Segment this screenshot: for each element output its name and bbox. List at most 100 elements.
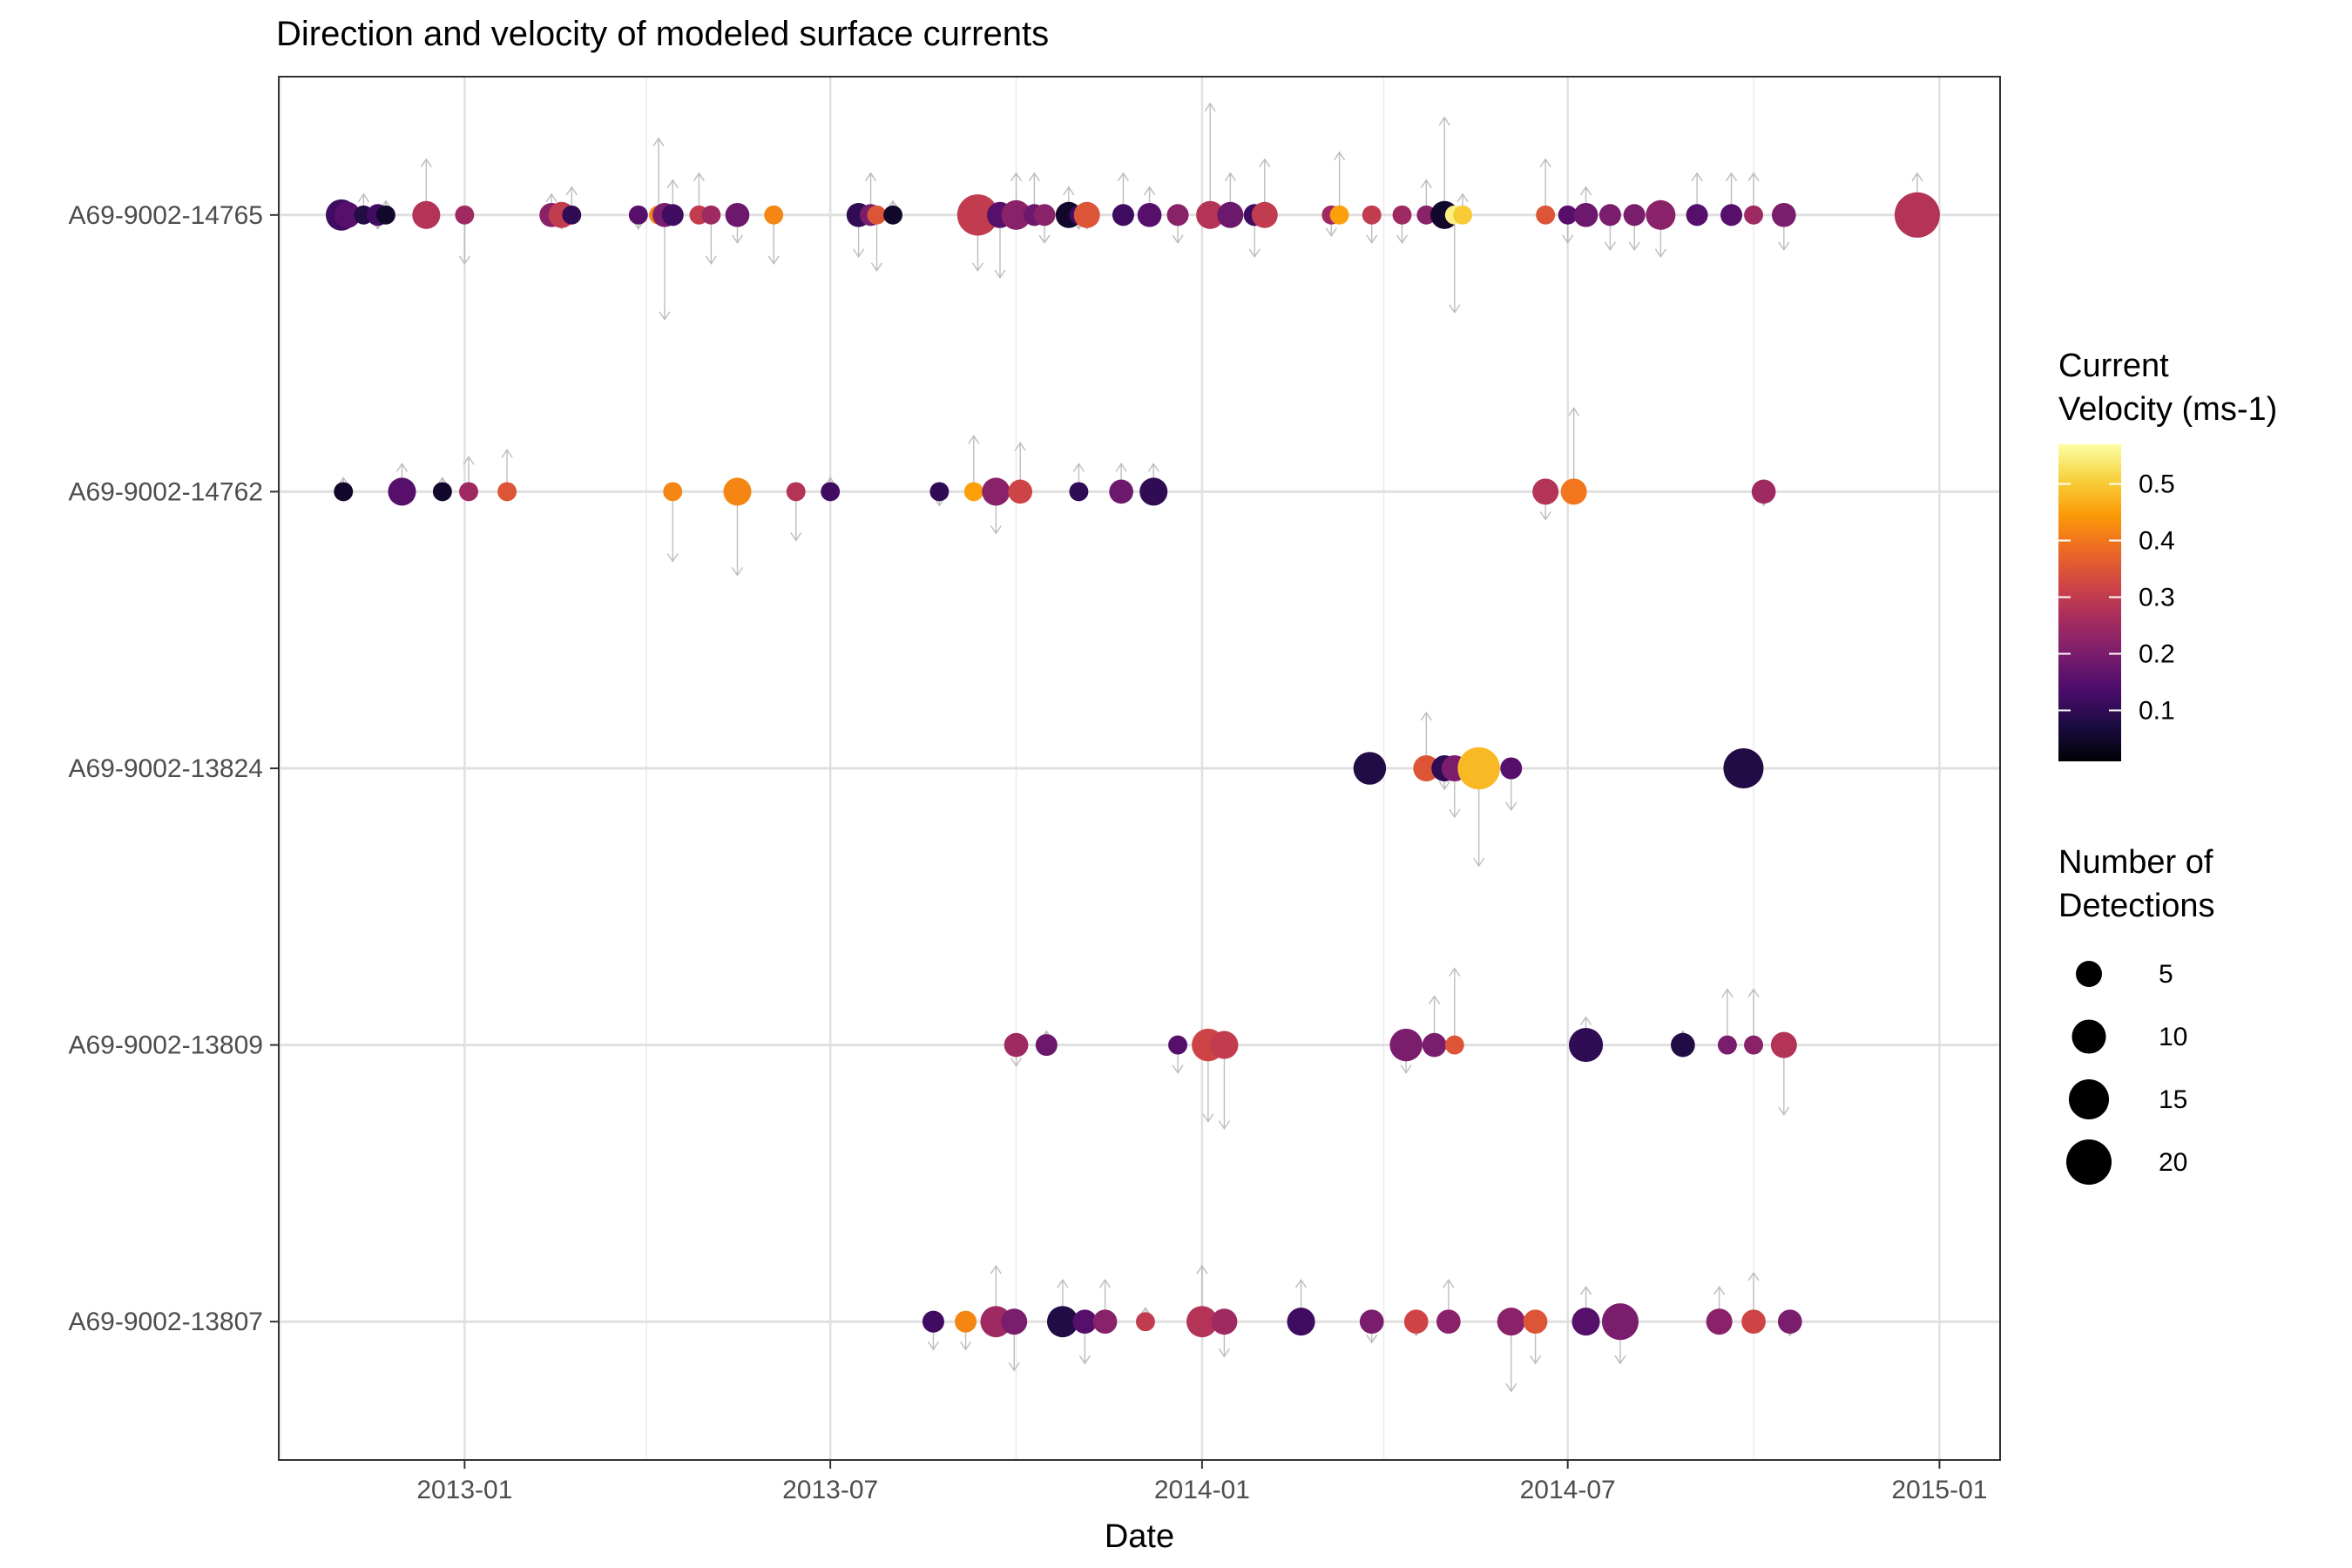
current-arrow-head [1505,1382,1517,1393]
current-arrow-head [1911,172,1923,182]
current-arrow-head [994,269,1006,280]
detection-point [497,482,517,502]
detection-point [1646,199,1676,230]
detection-point [1720,204,1743,226]
detection-point [1777,1309,1802,1335]
colorbar-tick-label: 0.3 [2139,584,2175,612]
detection-point [1166,204,1189,226]
legend-size-key [2076,961,2102,987]
current-arrow-head [1449,304,1461,314]
current-arrow-head [357,193,369,203]
current-arrow-head [1725,172,1738,182]
detection-point [1033,204,1056,226]
chart-title: Direction and velocity of modeled surfac… [276,15,1049,53]
current-arrow-head [990,1264,1002,1274]
current-arrow-head [731,234,744,245]
current-arrow-head [1747,1271,1760,1281]
detection-point [1497,1308,1525,1336]
detection-point [1500,757,1523,780]
current-arrow-head [1115,463,1127,472]
current-arrow-head [1614,1355,1626,1365]
current-arrow-head [1449,967,1461,977]
current-arrow-head [1057,1278,1069,1288]
detection-point [1751,479,1776,504]
current-arrow-head [1218,1120,1230,1130]
current-arrow-head [1579,186,1592,196]
current-arrow-head [1172,1064,1184,1074]
current-arrow-head [1529,1355,1542,1365]
detection-point [922,1310,944,1333]
detection-point [1706,1308,1733,1335]
current-arrow-head [1400,1064,1412,1074]
detection-point [1457,747,1500,790]
detection-point [1362,205,1382,225]
current-arrow-head [1654,248,1666,259]
detection-point [1392,205,1412,225]
current-arrow-head [666,553,679,563]
detection-point [963,482,983,502]
detection-point [1072,1309,1098,1335]
current-arrow-head [864,172,877,182]
legend-colorbar-ticks: 0.5 0.4 0.3 0.2 0.1 [2058,470,2175,726]
current-arrow-head [959,1341,972,1351]
detection-point [1453,205,1473,225]
current-arrow-head [1443,1278,1455,1288]
detection-point [1717,1035,1737,1055]
detection-point [459,482,478,502]
detection-point [562,205,582,225]
current-arrow-head [420,158,432,168]
current-arrow-head [790,532,802,542]
detection-point [1598,204,1621,226]
current-arrow-head [1334,151,1346,161]
detection-point [1523,1309,1548,1335]
current-arrow-head [1505,801,1517,812]
detection-point [701,205,721,225]
detection-point [955,1310,977,1333]
y-tick-label: A69-9002-13809 [68,1031,263,1060]
legend-size-keys: 5 10 15 20 [2066,960,2187,1185]
detection-point [1287,1308,1315,1336]
legend-size-key [2066,1139,2112,1185]
x-tick-label: 2013-01 [416,1476,512,1504]
current-arrow-head [1778,241,1790,252]
current-arrow-head [853,248,865,259]
detection-point [1558,205,1578,225]
current-arrow-head [1224,172,1236,182]
detection-point [1251,201,1278,228]
current-arrow-head [870,262,883,273]
current-arrow-head [990,525,1002,535]
detection-point [1112,204,1134,226]
current-arrow-head [501,449,513,458]
current-arrow-head [1562,234,1574,245]
detection-point [1744,1035,1764,1055]
detection-point [929,482,950,502]
detection-point [412,200,441,229]
detection-point [1001,199,1031,230]
detection-point [1623,204,1646,226]
detection-point [1046,1306,1078,1338]
legend-size-label: 10 [2159,1023,2187,1051]
detection-point [1211,1308,1238,1335]
current-arrow-head [1579,1016,1592,1025]
detection-point [764,205,784,225]
detection-point [432,482,452,502]
plot-panel [278,76,2001,1461]
current-arrow-head [1147,463,1159,472]
current-arrow-head [1438,781,1450,791]
detection-point [1422,1032,1447,1058]
detection-point [1436,1309,1461,1335]
detection-point [388,477,416,506]
y-tick-label: A69-9002-14762 [68,477,263,506]
detection-point [1109,479,1133,504]
detection-point [1137,202,1162,227]
current-arrow-head [1747,988,1760,997]
current-arrow-head [1098,1278,1112,1288]
detection-point [1671,1032,1695,1058]
current-arrow-head [1449,808,1461,819]
detection-point [1210,1031,1239,1059]
detection-point [1894,192,1940,238]
legend-color-title-line1: Current [2058,348,2169,384]
current-arrow-head [1248,248,1260,259]
y-axis: A69-9002-14765 A69-9002-14762 A69-9002-138… [68,201,279,1336]
detection-point [1744,205,1764,225]
